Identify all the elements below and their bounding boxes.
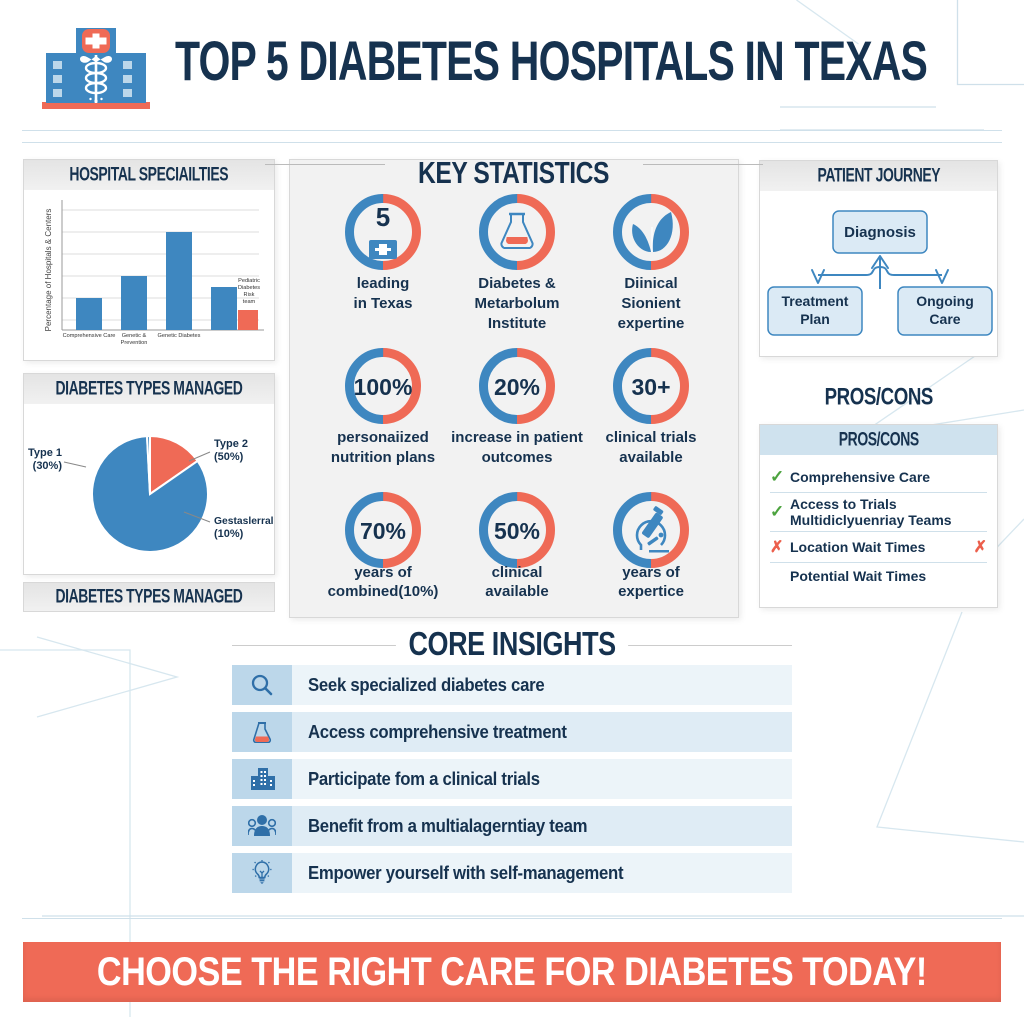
svg-text:available: available (619, 449, 682, 466)
svg-text:(10%): (10%) (214, 528, 244, 540)
svg-text:(50%): (50%) (214, 451, 244, 463)
svg-text:Gestaslerral: Gestaslerral (214, 516, 274, 527)
svg-text:combined(10%): combined(10%) (328, 583, 439, 600)
svg-text:Type 1: Type 1 (28, 447, 62, 459)
svg-text:Institute: Institute (488, 315, 546, 332)
svg-text:clinical trials: clinical trials (606, 429, 697, 446)
svg-text:Genetic &: Genetic & (122, 333, 147, 339)
svg-text:expertice: expertice (618, 583, 684, 600)
svg-text:Ongoing: Ongoing (916, 293, 974, 309)
svg-text:team: team (243, 299, 256, 305)
svg-text:Metarbolum: Metarbolum (474, 295, 559, 312)
svg-text:personaiized: personaiized (337, 429, 429, 446)
svg-text:years of: years of (354, 564, 413, 581)
svg-text:increase in patient: increase in patient (451, 429, 583, 446)
svg-text:Diabetes: Diabetes (238, 285, 260, 291)
svg-text:70%: 70% (360, 518, 406, 544)
svg-text:outcomes: outcomes (482, 449, 553, 466)
svg-text:5: 5 (376, 202, 390, 232)
svg-text:Diabetes &: Diabetes & (478, 275, 556, 292)
svg-text:leading: leading (357, 275, 410, 292)
svg-text:Risk: Risk (244, 292, 255, 298)
svg-text:Pediatric: Pediatric (238, 278, 260, 284)
svg-text:Prevention: Prevention (121, 340, 148, 346)
svg-text:expertine: expertine (618, 315, 685, 332)
svg-text:30+: 30+ (631, 374, 670, 400)
svg-text:Treatment: Treatment (782, 293, 849, 309)
svg-text:Genetic Diabetes: Genetic Diabetes (158, 333, 201, 339)
svg-text:years of: years of (622, 564, 681, 581)
svg-text:(30%): (30%) (33, 460, 63, 472)
svg-text:Sionient: Sionient (621, 295, 680, 312)
svg-text:Comprehensive Care: Comprehensive Care (63, 333, 116, 339)
svg-text:in Texas: in Texas (354, 295, 413, 312)
svg-text:Plan: Plan (800, 311, 830, 327)
svg-text:50%: 50% (494, 518, 540, 544)
svg-text:100%: 100% (354, 374, 413, 400)
svg-text:Type 2: Type 2 (214, 438, 248, 450)
svg-text:Care: Care (929, 311, 960, 327)
svg-text:Diinical: Diinical (624, 275, 677, 292)
svg-text:Diagnosis: Diagnosis (844, 224, 916, 241)
svg-text:nutrition plans: nutrition plans (331, 449, 435, 466)
svg-text:20%: 20% (494, 374, 540, 400)
svg-text:Percentage of Hospitals & Cent: Percentage of Hospitals & Centers (44, 209, 53, 332)
svg-text:available: available (485, 583, 548, 600)
svg-text:clinical: clinical (492, 564, 543, 581)
